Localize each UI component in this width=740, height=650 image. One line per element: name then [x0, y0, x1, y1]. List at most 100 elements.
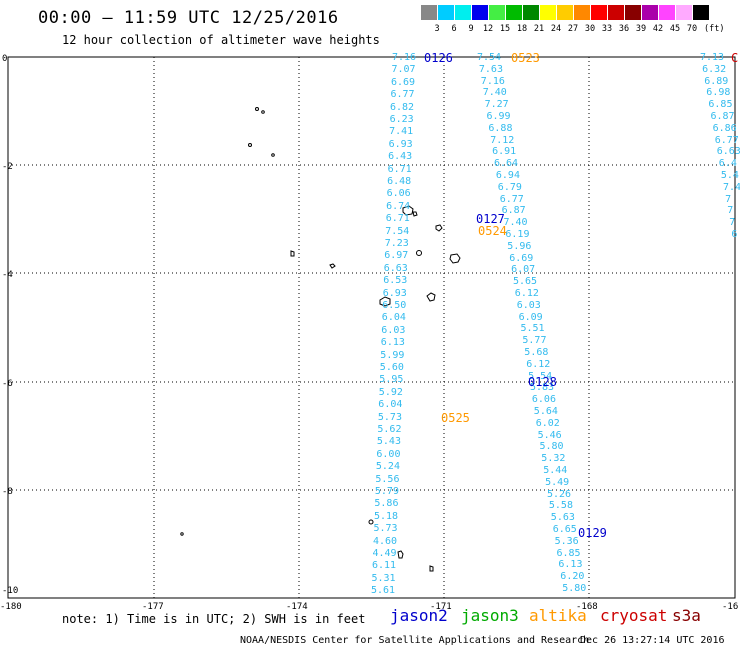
credit-text: NOAA/NESDIS Center for Satellite Applica…	[240, 635, 590, 646]
island	[416, 250, 422, 256]
track-a-value: 5.24	[375, 461, 400, 473]
track-a-value: 6.74	[386, 200, 411, 212]
track-a-value: 5.86	[374, 498, 399, 510]
track-a-value: 5.73	[377, 411, 402, 423]
track-b-value: 6.02	[535, 417, 560, 429]
track-b-value: 5.51	[520, 323, 545, 335]
island	[412, 211, 418, 217]
track-b-value: 6.03	[516, 299, 541, 311]
legend-label: 33	[601, 24, 613, 34]
island	[426, 292, 436, 302]
track-a-value: 7.07	[391, 64, 416, 76]
track-b-value: 6.85	[556, 547, 581, 559]
satellite-label-cryosat: cryosat	[600, 606, 668, 625]
legend-swatch	[625, 5, 641, 20]
track-b-value: 7.63	[478, 63, 503, 75]
legend-swatch	[438, 5, 454, 20]
track-b-value: 6.07	[511, 264, 536, 276]
track-b-value: 7.54	[477, 52, 502, 63]
track-b-value: 6.69	[509, 252, 534, 264]
track-c-value: 6.87	[710, 111, 735, 122]
track-b-value: 6.77	[499, 193, 524, 205]
island	[397, 550, 404, 559]
track-c-value: 6	[731, 229, 738, 240]
track-b-value: 5.63	[550, 512, 575, 524]
pass-label: C	[731, 51, 739, 65]
island	[255, 107, 259, 111]
track-a-value: 5.43	[376, 436, 401, 448]
track-b-value: 5.68	[524, 347, 549, 358]
track-a-value: 6.11	[372, 560, 397, 572]
track-a-value: 6.03	[381, 324, 406, 336]
track-b-value: 5.77	[522, 335, 547, 347]
track-a-value: 6.53	[383, 275, 408, 287]
track-c-value: 7.4	[723, 181, 740, 193]
lon-tick-label: -180	[0, 602, 22, 612]
legend-swatch	[472, 5, 488, 20]
track-b-value: 5.46	[537, 429, 562, 441]
track-a-value: 5.73	[373, 523, 398, 535]
lat-tick-label: 0	[2, 54, 8, 64]
satellite-label-jason3: jason3	[461, 606, 519, 625]
legend-label: 9	[468, 24, 474, 34]
legend-label: 3	[434, 24, 440, 34]
track-c-value: 7	[725, 193, 732, 205]
island	[329, 263, 336, 269]
lon-tick-label: -171	[430, 602, 452, 612]
track-a-value: 5.31	[371, 572, 396, 584]
track-b-value: 6.87	[501, 205, 526, 217]
track-b-value: 6.91	[492, 146, 517, 158]
track-b-value: 6.19	[505, 229, 530, 240]
track-a-value: 5.18	[374, 510, 399, 522]
track-b-value: 5.65	[513, 276, 538, 288]
track-a-value: 5.99	[380, 349, 405, 361]
track-c-value: 6.4	[718, 158, 737, 170]
legend-label: 39	[635, 24, 647, 34]
track-b-value: 6.64	[494, 158, 519, 170]
track-a-value: 6.00	[376, 448, 401, 460]
satellite-label-altika: altika	[529, 606, 587, 625]
track-b-value: 6.65	[552, 524, 577, 535]
pass-label: 0128	[528, 375, 557, 389]
pass-label: 0524	[478, 224, 507, 238]
legend-label: 27	[567, 24, 579, 34]
legend-label: 24	[550, 24, 562, 34]
track-b-value: 6.12	[526, 358, 551, 370]
track-a-value: 5.92	[378, 386, 403, 398]
island	[449, 253, 461, 264]
legend-label: 70	[686, 24, 698, 34]
track-a-value: 6.04	[378, 399, 403, 411]
legend-swatch	[489, 5, 505, 20]
pass-label: 0127	[476, 212, 505, 226]
lat-tick-label: -8	[2, 487, 13, 497]
island	[379, 296, 391, 307]
legend-swatch	[591, 5, 607, 20]
track-a-value: 7.54	[385, 225, 410, 237]
legend-label: 30	[584, 24, 596, 34]
track-a-value: 6.93	[388, 138, 413, 150]
island	[402, 205, 414, 216]
legend-swatch	[574, 5, 590, 20]
track-b-value: 5.49	[545, 476, 570, 488]
track-a-value: 7.23	[384, 238, 409, 249]
lat-tick-label: -6	[2, 379, 13, 389]
track-a-value: 6.13	[380, 337, 405, 349]
pass-label: 0525	[441, 411, 470, 425]
legend-swatch	[523, 5, 539, 20]
legend-label: 21	[533, 24, 545, 34]
track-b-value: 5.54	[528, 370, 553, 382]
island	[429, 565, 434, 572]
track-a-value: 5.60	[379, 362, 404, 373]
track-a-value: 6.50	[382, 300, 407, 311]
track-a-value: 4.60	[373, 535, 398, 547]
track-b-value: 6.09	[518, 311, 543, 323]
lon-tick-label: -16	[722, 602, 739, 612]
track-a-value: 5.62	[377, 424, 402, 435]
track-a-value: 7.41	[389, 126, 414, 138]
track-b-value: 5.26	[547, 488, 572, 500]
track-a-value: 5.61	[371, 585, 396, 597]
lat-tick-label: -2	[2, 162, 13, 172]
track-a-value: 5.56	[375, 473, 400, 485]
track-a-value: 6.43	[388, 151, 413, 163]
